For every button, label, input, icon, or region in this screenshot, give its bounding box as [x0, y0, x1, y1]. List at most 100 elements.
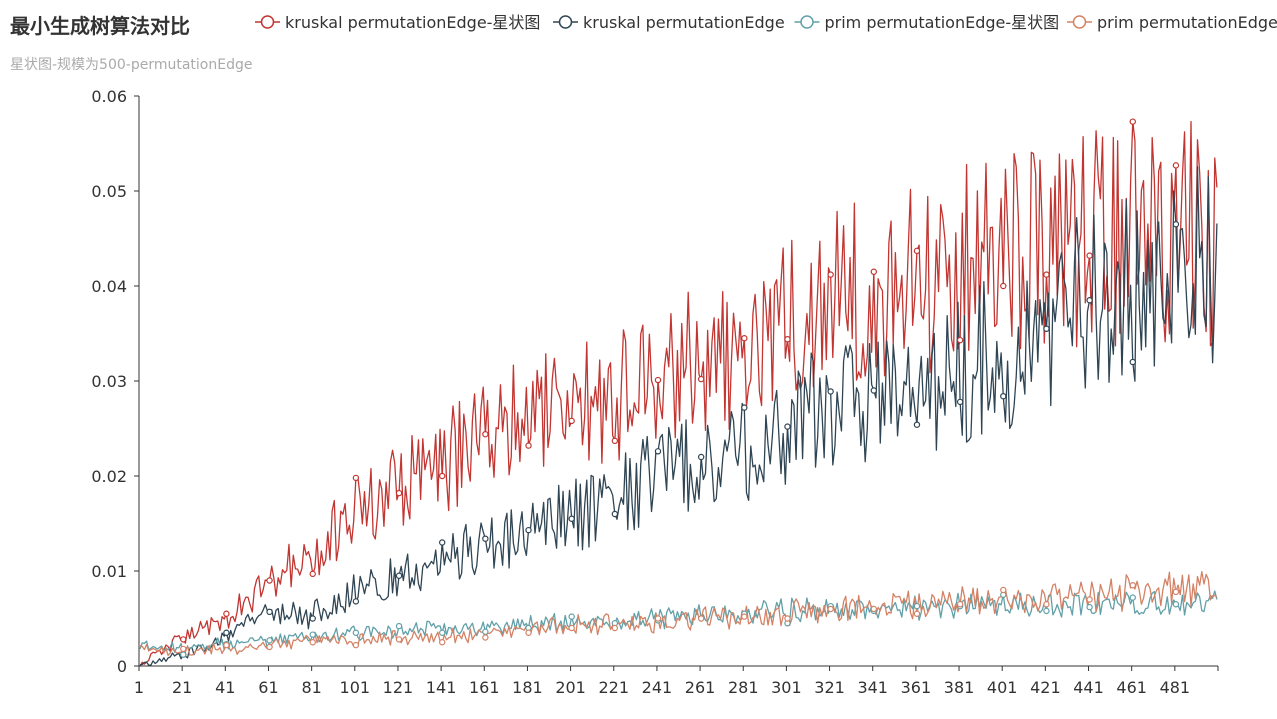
x-tick-label: 481 — [1160, 678, 1191, 697]
data-point-marker — [741, 404, 748, 411]
x-tick-label: 201 — [555, 678, 586, 697]
data-point-marker — [395, 489, 403, 497]
data-point-marker — [309, 570, 316, 578]
data-point-marker — [482, 634, 489, 641]
legend-item-label[interactable]: kruskal permutationEdge-星状图 — [285, 13, 540, 32]
x-tick-label: 301 — [771, 678, 802, 697]
data-point-marker — [266, 643, 273, 651]
data-point-marker — [611, 510, 619, 518]
series-markers — [180, 118, 1180, 658]
data-point-marker — [482, 535, 489, 542]
data-point-marker — [180, 651, 187, 658]
legend-item-label[interactable]: prim permutationEdge-星状图 — [825, 13, 1060, 32]
data-point-marker — [395, 636, 403, 643]
y-tick-label: 0.03 — [91, 372, 127, 391]
data-point-marker — [697, 453, 705, 461]
data-point-marker — [1000, 282, 1007, 290]
data-point-marker — [266, 637, 273, 644]
data-point-marker — [568, 624, 575, 632]
y-tick-label: 0.05 — [91, 182, 127, 201]
x-tick-label: 101 — [340, 678, 371, 697]
legend: kruskal permutationEdge-星状图 kruskal permu… — [255, 13, 1277, 32]
data-point-marker — [525, 629, 532, 636]
data-point-marker — [1086, 252, 1093, 259]
data-point-marker — [1172, 221, 1180, 228]
data-point-marker — [525, 526, 532, 534]
data-point-marker — [1086, 297, 1093, 304]
data-point-marker — [784, 615, 791, 622]
data-point-marker — [784, 423, 791, 430]
series-line-4 — [139, 571, 1218, 657]
x-tick-label: 81 — [301, 678, 321, 697]
series-lines — [139, 121, 1218, 667]
data-point-marker — [697, 615, 705, 622]
data-point-marker — [870, 268, 877, 275]
data-point-marker — [1043, 601, 1050, 608]
x-tick-label: 181 — [512, 678, 543, 697]
x-tick-label: 21 — [172, 678, 192, 697]
x-tick-label: 1 — [134, 678, 144, 697]
legend-circle-icon — [558, 15, 573, 29]
data-point-marker — [568, 613, 575, 620]
data-point-marker — [309, 639, 316, 646]
x-tick-label: 401 — [987, 678, 1018, 697]
legend-item-label[interactable]: prim permutationEdge — [1097, 13, 1277, 32]
data-point-marker — [352, 474, 360, 482]
chart-title: 最小生成树算法对比 — [10, 14, 190, 38]
data-point-marker — [438, 539, 446, 546]
data-point-marker — [395, 622, 403, 630]
data-point-marker — [870, 387, 877, 394]
data-point-marker — [611, 624, 619, 632]
data-point-marker — [1129, 582, 1136, 589]
data-point-marker — [654, 615, 662, 622]
x-tick-label: 321 — [814, 678, 845, 697]
x-tick-label: 441 — [1073, 678, 1104, 697]
y-axis-ticks: 0 0.01 0.02 0.03 0.04 0.05 0.06 — [91, 87, 139, 676]
data-point-marker — [352, 598, 360, 605]
data-point-marker — [352, 629, 360, 636]
x-tick-label: 341 — [857, 678, 888, 697]
data-point-marker — [1129, 594, 1136, 601]
data-point-marker — [913, 602, 921, 610]
data-point-marker — [1129, 118, 1136, 125]
x-tick-label: 141 — [426, 678, 457, 697]
x-tick-label: 221 — [598, 678, 629, 697]
legend-circle-icon — [800, 15, 814, 29]
data-point-marker — [913, 421, 921, 428]
data-point-marker — [266, 577, 273, 584]
data-point-marker — [1172, 588, 1180, 596]
data-point-marker — [438, 629, 446, 636]
x-tick-label: 121 — [383, 678, 414, 697]
data-point-marker — [913, 247, 921, 255]
data-point-marker — [741, 613, 748, 620]
y-tick-label: 0.04 — [91, 277, 127, 296]
y-tick-label: 0.02 — [91, 467, 127, 486]
data-point-marker — [611, 437, 619, 445]
legend-item-label[interactable]: kruskal permutationEdge — [583, 13, 785, 32]
x-tick-label: 241 — [642, 678, 673, 697]
data-point-marker — [654, 448, 662, 455]
data-point-marker — [568, 515, 575, 522]
x-tick-label: 281 — [728, 678, 759, 697]
data-point-marker — [827, 605, 834, 613]
data-point-marker — [482, 431, 489, 438]
data-point-marker — [180, 636, 187, 643]
data-point-marker — [956, 398, 964, 406]
data-point-marker — [697, 375, 705, 383]
data-point-marker — [395, 572, 403, 579]
data-point-marker — [266, 608, 273, 616]
data-point-marker — [525, 442, 532, 449]
data-point-marker — [1129, 358, 1136, 366]
y-tick-label: 0.06 — [91, 87, 127, 106]
x-tick-label: 421 — [1030, 678, 1061, 697]
data-point-marker — [482, 628, 489, 636]
data-point-marker — [1043, 325, 1050, 332]
chart-subtitle: 星状图-规模为500-permutationEdge — [10, 57, 253, 73]
y-tick-label: 0 — [117, 657, 127, 676]
data-point-marker — [1086, 603, 1093, 611]
data-point-marker — [1043, 607, 1050, 615]
x-tick-label: 361 — [901, 678, 932, 697]
data-point-marker — [1172, 162, 1180, 169]
data-point-marker — [1000, 586, 1007, 594]
